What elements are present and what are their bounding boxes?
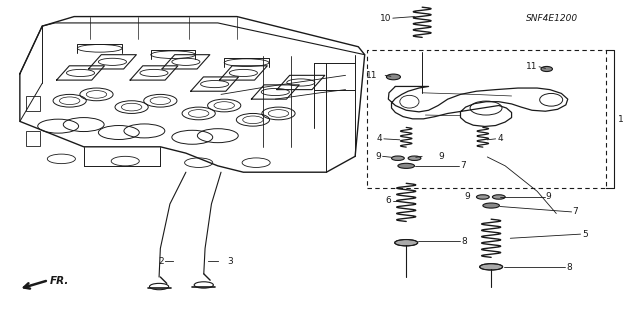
Text: 3: 3 (227, 257, 233, 266)
Ellipse shape (408, 156, 421, 160)
Bar (26, 131, 40, 146)
Text: 6: 6 (386, 196, 392, 205)
Ellipse shape (541, 66, 552, 71)
Ellipse shape (395, 240, 418, 246)
Bar (26, 96, 40, 111)
Ellipse shape (483, 203, 499, 208)
Ellipse shape (476, 195, 489, 199)
Text: 7: 7 (461, 161, 467, 170)
Ellipse shape (479, 264, 502, 270)
Text: 7: 7 (572, 207, 578, 216)
Text: 4: 4 (497, 134, 503, 143)
Text: 8: 8 (566, 263, 572, 272)
Text: 9: 9 (545, 192, 551, 202)
Text: 11: 11 (525, 62, 537, 71)
Text: FR.: FR. (50, 276, 69, 286)
Text: 11: 11 (366, 71, 378, 80)
Text: 8: 8 (462, 237, 468, 246)
Text: 1: 1 (618, 115, 623, 123)
Text: 2: 2 (158, 257, 164, 266)
Ellipse shape (492, 195, 505, 199)
Text: 10: 10 (380, 14, 392, 23)
Ellipse shape (398, 163, 415, 168)
Ellipse shape (392, 156, 404, 160)
Text: 9: 9 (438, 152, 444, 161)
Text: 4: 4 (377, 134, 383, 143)
Text: SNF4E1200: SNF4E1200 (525, 14, 578, 23)
Text: 9: 9 (465, 192, 470, 202)
Text: 9: 9 (376, 152, 381, 161)
Ellipse shape (387, 74, 401, 80)
Text: 5: 5 (582, 230, 588, 239)
Bar (367, 50, 606, 188)
